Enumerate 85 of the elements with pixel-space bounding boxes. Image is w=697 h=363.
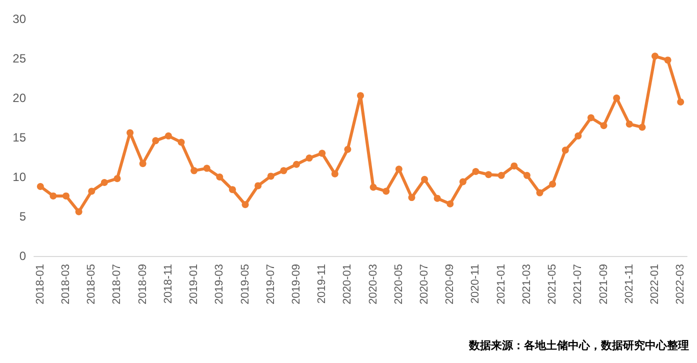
- point: [536, 189, 544, 196]
- point: [164, 132, 172, 140]
- x-tick-label: 2020-01: [342, 264, 354, 304]
- y-tick-label: 5: [19, 210, 26, 224]
- point: [228, 186, 236, 194]
- point: [459, 178, 466, 186]
- x-tick-label: 2021-03: [520, 264, 533, 304]
- x-tick-label: 2021-11: [623, 264, 636, 304]
- point: [50, 192, 57, 200]
- point: [562, 146, 569, 154]
- point: [485, 171, 492, 178]
- point: [498, 172, 505, 179]
- point: [100, 179, 108, 186]
- point: [382, 188, 390, 195]
- point: [267, 172, 274, 180]
- x-tick-label: 2022-03: [674, 264, 687, 304]
- x-tick-label: 2021-09: [598, 264, 610, 304]
- x-tick-label: 2019-09: [290, 264, 302, 304]
- x-tick-label: 2019-07: [264, 264, 277, 304]
- point: [446, 200, 454, 208]
- x-tick-label: 2020-03: [367, 264, 380, 304]
- point: [395, 166, 402, 173]
- y-tick-label: 30: [12, 12, 26, 26]
- point: [126, 129, 134, 136]
- point: [178, 138, 185, 146]
- point: [88, 188, 96, 195]
- point: [306, 154, 313, 162]
- x-tick-label: 2021-05: [546, 264, 559, 304]
- point: [587, 114, 594, 122]
- x-tick-label: 2018-11: [162, 264, 174, 304]
- x-tick-label: 2019-11: [316, 264, 328, 304]
- y-tick-label: 25: [12, 52, 26, 66]
- x-tick-label: 2019-05: [239, 264, 252, 304]
- point: [574, 132, 582, 140]
- y-tick-label: 0: [19, 249, 26, 263]
- point: [280, 167, 288, 174]
- x-tick-label: 2018-05: [86, 264, 98, 304]
- x-tick-label: 2021-07: [572, 264, 584, 304]
- point: [434, 194, 441, 202]
- point: [331, 170, 338, 178]
- point: [203, 164, 210, 172]
- point: [664, 56, 672, 64]
- y-tick-label: 15: [12, 130, 26, 144]
- point: [549, 180, 556, 188]
- point: [75, 208, 82, 216]
- y-tick-label: 20: [12, 91, 26, 105]
- point: [62, 192, 70, 200]
- point: [421, 176, 428, 183]
- x-tick-label: 2018-07: [111, 264, 124, 304]
- point: [510, 162, 518, 170]
- source-note: 数据来源：各地土储中心，数据研究中心整理: [468, 339, 689, 352]
- x-tick-label: 2019-01: [188, 264, 200, 304]
- point: [190, 167, 198, 174]
- x-tick-label: 2018-01: [34, 264, 46, 304]
- point: [292, 160, 300, 168]
- x-tick-label: 2021-01: [495, 264, 508, 304]
- x-tick-label: 2020-05: [392, 264, 405, 304]
- point: [626, 120, 633, 128]
- point: [139, 160, 146, 168]
- x-tick-label: 2019-03: [214, 264, 226, 304]
- point: [638, 124, 646, 131]
- point: [254, 182, 262, 190]
- point: [216, 174, 224, 180]
- point: [651, 52, 658, 60]
- x-tick-label: 2018-09: [136, 264, 149, 304]
- x-tick-label: 2022-01: [648, 264, 661, 304]
- point: [408, 194, 416, 202]
- x-tick-label: 2018-03: [60, 264, 72, 304]
- x-tick-label: 2020-09: [444, 264, 456, 304]
- point: [36, 182, 44, 190]
- point: [152, 137, 160, 144]
- point: [242, 201, 249, 208]
- point: [472, 168, 480, 175]
- point: [318, 150, 326, 157]
- point: [677, 98, 684, 106]
- point: [613, 94, 620, 102]
- point: [370, 184, 377, 191]
- point: [523, 172, 530, 179]
- point: [357, 92, 364, 100]
- x-tick-label: 2020-11: [470, 264, 482, 304]
- point: [344, 146, 352, 153]
- point: [600, 122, 608, 130]
- point: [114, 175, 121, 182]
- y-tick-label: 10: [12, 170, 26, 184]
- x-tick-label: 2020-07: [418, 264, 431, 304]
